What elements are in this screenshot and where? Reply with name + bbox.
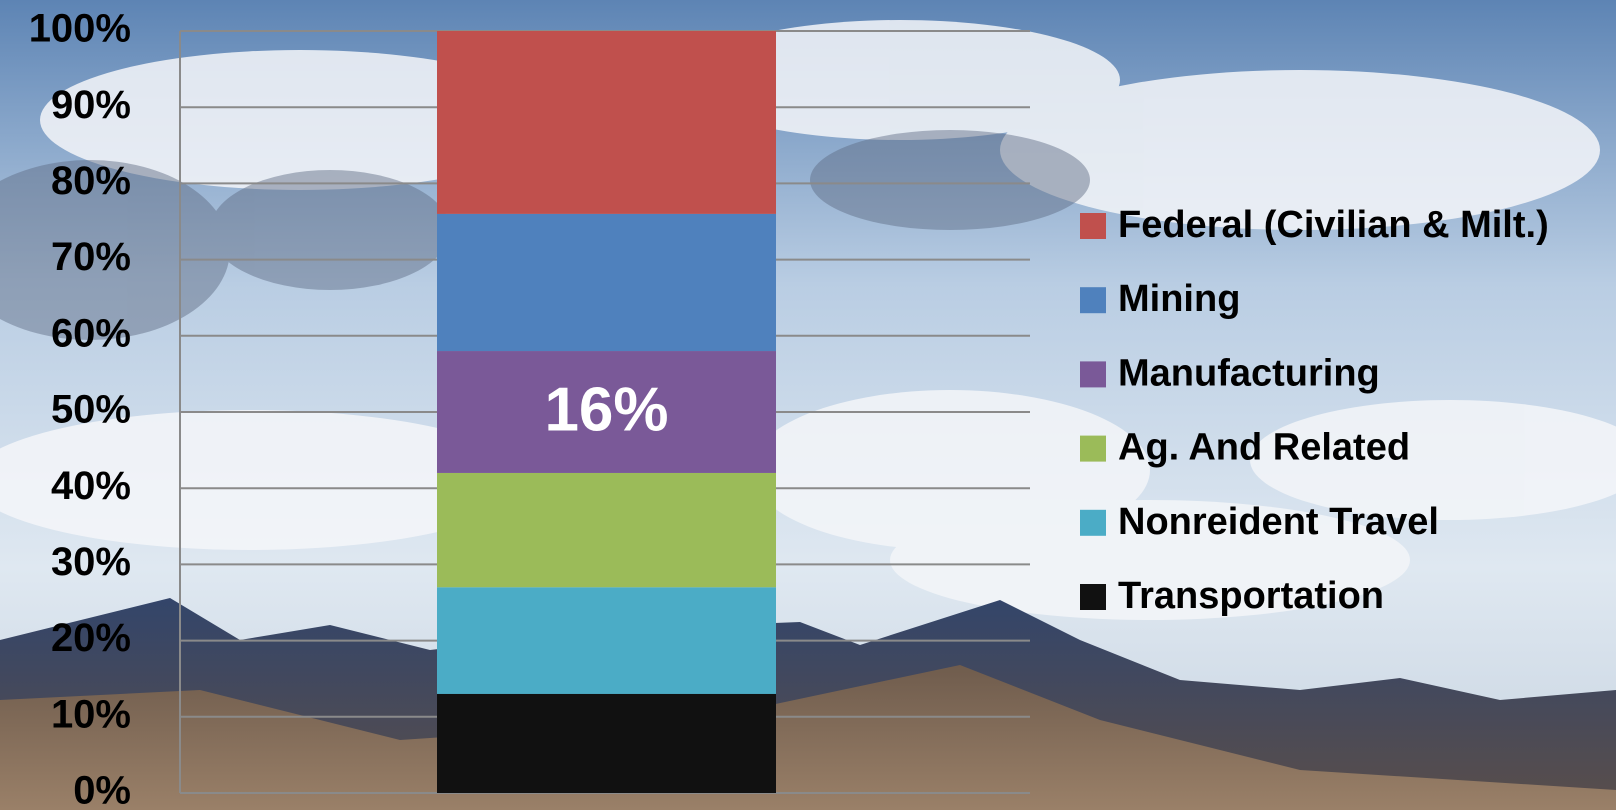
legend-swatch xyxy=(1080,361,1106,388)
legend-swatch xyxy=(1080,435,1106,462)
legend-swatch xyxy=(1080,509,1106,536)
plot-area: 0% 10% 20% 30% 40% 50% 60% 70% 80% 90% 100% 16% Fede… xyxy=(29,7,1549,810)
y-tick-label: 60% xyxy=(51,311,131,355)
y-tick-label: 10% xyxy=(51,692,131,736)
y-tick-label: 30% xyxy=(51,540,131,584)
legend-label: Federal (Civilian & Milt.) xyxy=(1118,204,1549,246)
legend-swatch xyxy=(1080,287,1106,314)
bar-segment xyxy=(437,472,776,588)
y-tick-label: 50% xyxy=(51,388,131,432)
bar-segment xyxy=(437,693,776,793)
legend-label: Ag. And Related xyxy=(1118,427,1410,469)
legend-label: Mining xyxy=(1118,278,1240,320)
data-label: 16% xyxy=(544,375,668,444)
bar-segment xyxy=(437,587,776,694)
y-tick-label: 40% xyxy=(51,464,131,508)
y-tick-label: 80% xyxy=(51,159,131,203)
legend-swatch xyxy=(1080,584,1106,610)
y-tick-label: 100% xyxy=(29,7,131,51)
legend-label: Manufacturing xyxy=(1118,352,1380,394)
legend-swatch xyxy=(1080,213,1106,239)
y-tick-label: 90% xyxy=(51,83,131,127)
bar-segment xyxy=(437,213,776,352)
y-tick-label: 70% xyxy=(51,235,131,279)
bar-segment xyxy=(437,31,776,214)
y-tick-label: 20% xyxy=(51,616,131,660)
bar-segment xyxy=(437,351,776,473)
legend-label: Transportation xyxy=(1118,575,1384,617)
y-tick-label: 0% xyxy=(73,769,131,810)
legend-label: Nonreident Travel xyxy=(1118,501,1439,543)
